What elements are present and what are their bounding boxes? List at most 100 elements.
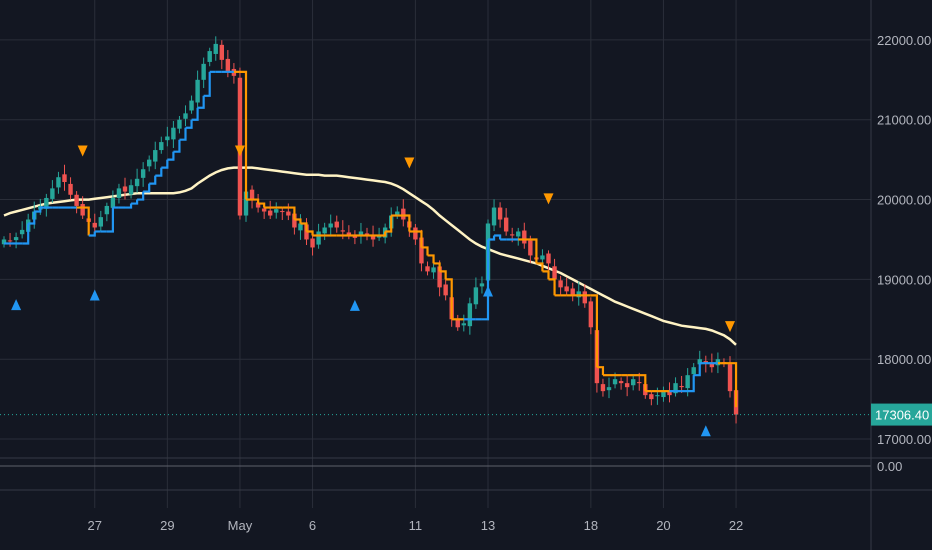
candle-body <box>268 210 273 216</box>
trailing-stop-segment <box>252 198 260 204</box>
candle-body <box>570 288 575 296</box>
candle-body <box>316 231 321 245</box>
trailing-stop-segment <box>149 175 157 185</box>
signal-markers-layer <box>11 145 735 437</box>
candle-body <box>74 194 79 206</box>
trailing-stop-segment <box>439 270 447 280</box>
candle-body <box>667 391 672 396</box>
buy-signal-marker <box>349 299 360 311</box>
candle-body <box>503 217 509 232</box>
trailing-stop-segment <box>433 262 441 272</box>
candle-body <box>249 189 255 200</box>
candle-body <box>274 209 279 213</box>
trailing-stop-segment <box>445 278 453 320</box>
x-tick-label: May <box>228 518 253 533</box>
candle-body <box>612 379 618 385</box>
trailing-stop-segment <box>203 71 211 97</box>
trailing-stop-segment <box>179 127 187 141</box>
candle-body <box>600 384 606 392</box>
trailing-stop-segment <box>82 206 90 236</box>
candle-body <box>183 113 188 119</box>
x-tick-label: 11 <box>409 518 423 533</box>
trailing-stop-segment <box>421 246 429 256</box>
candle-body <box>1 239 7 245</box>
x-tick-label: 18 <box>584 518 598 533</box>
candle-body <box>395 211 400 215</box>
candle-body <box>437 266 442 288</box>
candle-body <box>540 255 545 260</box>
candle-body <box>243 191 249 216</box>
candle-body <box>661 391 666 398</box>
trailing-stop-segment <box>161 159 169 169</box>
candle-body <box>497 207 503 220</box>
candle-body <box>346 232 352 236</box>
candle-body <box>80 204 85 216</box>
candle-body <box>171 127 176 140</box>
trailing-stop-segment <box>155 167 163 177</box>
candle-body <box>147 159 152 167</box>
candle-body <box>516 231 521 237</box>
candle-body <box>528 240 533 256</box>
candle-body <box>624 383 630 388</box>
candle-body <box>510 234 515 236</box>
candle-body <box>195 79 200 103</box>
candle-body <box>473 287 479 305</box>
trailing-stop-segment <box>22 223 30 245</box>
candle-body <box>56 177 61 188</box>
candle-body <box>261 208 267 212</box>
trailing-stop-segment <box>197 95 205 109</box>
candle-body <box>255 202 261 208</box>
trailing-stop-segment <box>258 202 266 208</box>
x-tick-label: 29 <box>160 518 174 533</box>
candle-body <box>68 183 73 195</box>
candle-body <box>98 217 103 227</box>
candle-body <box>491 207 497 226</box>
trailing-stop-segment <box>185 119 193 129</box>
candle-body <box>618 381 624 384</box>
candle-body <box>455 319 460 328</box>
trailing-stop-segment <box>173 139 181 153</box>
candle-body <box>419 237 424 264</box>
trailing-stop-segment <box>306 230 314 236</box>
candle-body <box>153 150 158 162</box>
moving-average-layer <box>3 166 737 346</box>
sell-signal-marker <box>404 157 415 169</box>
candle-body <box>546 253 551 264</box>
last-price-label: 17306.40 <box>875 408 929 423</box>
trailing-stop-segment <box>590 294 599 368</box>
trailing-stop-segment <box>300 222 308 232</box>
candle-body <box>691 367 696 375</box>
y-tick-label: 21000.00 <box>877 113 931 128</box>
candle-body <box>370 235 376 240</box>
candle-body <box>564 286 569 292</box>
trailing-stop-segment <box>488 235 496 241</box>
candle-body <box>140 169 146 178</box>
sell-signal-marker <box>725 321 735 333</box>
candle-body <box>110 197 116 208</box>
trailing-stop-segment <box>34 207 42 213</box>
candle-body <box>116 188 122 198</box>
trailing-stop-segment <box>730 362 738 408</box>
candle-body <box>225 58 231 72</box>
candle-body <box>44 197 49 209</box>
candle-body <box>673 383 678 394</box>
candle-body <box>50 188 55 199</box>
trailing-stop-segment <box>530 238 538 264</box>
candle-body <box>213 43 218 54</box>
trailing-stop-segment <box>294 218 302 224</box>
candle-body <box>189 100 194 111</box>
trailing-stop-segment <box>403 214 411 232</box>
candle-body <box>13 237 19 241</box>
trailing-stop-segment <box>239 70 248 200</box>
sell-signal-marker <box>543 193 554 205</box>
y-tick-label: 18000.00 <box>877 352 931 367</box>
candle-body <box>310 238 315 248</box>
candle-body <box>467 303 473 327</box>
candle-body <box>62 174 67 182</box>
candle-body <box>582 291 587 304</box>
sub-pane-label: 0.00 <box>877 459 902 474</box>
candle-body <box>461 323 466 326</box>
y-tick-label: 20000.00 <box>877 193 931 208</box>
